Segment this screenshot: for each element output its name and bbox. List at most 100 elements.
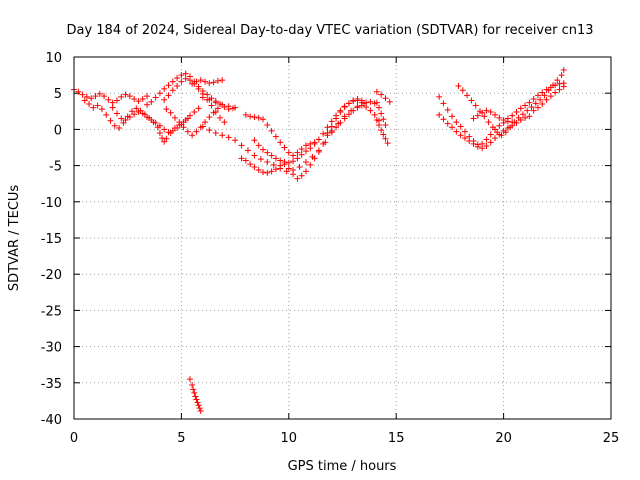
data-point: [109, 99, 116, 106]
data-point: [378, 91, 385, 98]
data-point: [264, 122, 271, 129]
data-point: [511, 119, 518, 126]
data-point: [455, 82, 462, 89]
data-point: [219, 77, 226, 84]
data-point: [75, 88, 82, 95]
data-point: [156, 130, 163, 137]
data-point: [159, 135, 166, 142]
data-point: [376, 104, 383, 111]
data-point: [461, 135, 468, 142]
y-tick-label: -40: [41, 413, 62, 428]
data-point: [487, 139, 494, 146]
data-point: [547, 93, 554, 100]
data-point: [174, 124, 181, 131]
data-point: [197, 408, 204, 415]
data-point: [260, 169, 267, 176]
data-point: [174, 74, 181, 81]
data-point: [103, 111, 110, 118]
data-point: [182, 75, 189, 82]
data-point: [328, 118, 335, 125]
data-point: [105, 96, 112, 103]
data-point: [96, 90, 103, 97]
data-point: [118, 93, 125, 100]
data-point: [315, 136, 322, 143]
data-point: [444, 120, 451, 127]
data-point: [232, 104, 239, 111]
data-point: [195, 85, 202, 92]
data-point: [440, 116, 447, 123]
data-point: [109, 104, 116, 111]
data-point: [485, 119, 492, 126]
data-point: [272, 155, 279, 162]
data-point: [264, 149, 271, 156]
data-point: [337, 119, 344, 126]
data-point: [320, 140, 327, 147]
data-point: [178, 78, 185, 85]
data-point: [242, 157, 249, 164]
data-point: [277, 139, 284, 146]
series-track-13: [324, 102, 383, 137]
x-tick-label: 5: [177, 431, 185, 446]
data-point: [192, 393, 199, 400]
data-point: [122, 116, 129, 123]
data-point: [453, 119, 460, 126]
data-point: [440, 100, 447, 107]
x-tick-label: 15: [388, 431, 405, 446]
data-point: [189, 381, 196, 388]
data-point: [382, 122, 389, 129]
data-point: [345, 100, 352, 107]
data-point: [453, 128, 460, 135]
data-point: [135, 98, 142, 105]
data-point: [367, 98, 374, 105]
data-point: [487, 109, 494, 116]
data-point: [238, 155, 245, 162]
grid: [74, 57, 611, 419]
data-point: [337, 107, 344, 114]
data-point: [195, 402, 202, 409]
data-point: [189, 132, 196, 139]
data-point: [94, 102, 101, 109]
data-point: [86, 101, 93, 108]
data-point: [169, 78, 176, 85]
data-point: [496, 122, 503, 129]
data-point: [161, 96, 168, 103]
data-point: [290, 171, 297, 178]
data-point: [483, 136, 490, 143]
data-point: [148, 98, 155, 105]
series-track-19: [455, 67, 567, 139]
data-point: [152, 119, 159, 126]
data-point: [386, 98, 393, 105]
data-point: [285, 149, 292, 156]
data-point: [116, 124, 123, 131]
data-point: [378, 110, 385, 117]
series-track-6: [163, 105, 221, 139]
data-point: [210, 79, 217, 86]
data-point: [285, 159, 292, 166]
series-track-15: [373, 116, 391, 147]
data-point: [537, 96, 544, 103]
y-tick-label: 10: [45, 51, 62, 66]
data-point: [242, 111, 249, 118]
data-point: [479, 109, 486, 116]
data-point: [260, 146, 267, 153]
data-point: [294, 149, 301, 156]
data-point: [328, 127, 335, 134]
data-point: [517, 105, 524, 112]
data-point: [479, 145, 486, 152]
data-point: [302, 148, 309, 155]
data-point: [107, 117, 114, 124]
data-point: [139, 110, 146, 117]
data-point: [513, 109, 520, 116]
data-point: [148, 116, 155, 123]
data-point: [212, 130, 219, 137]
data-point: [272, 166, 279, 173]
data-point: [296, 164, 303, 171]
data-point: [178, 72, 185, 79]
data-point: [354, 104, 361, 111]
data-point: [298, 151, 305, 158]
data-point: [118, 115, 125, 122]
data-point: [268, 152, 275, 159]
data-point: [341, 103, 348, 110]
data-point: [363, 103, 370, 110]
data-point: [543, 96, 550, 103]
